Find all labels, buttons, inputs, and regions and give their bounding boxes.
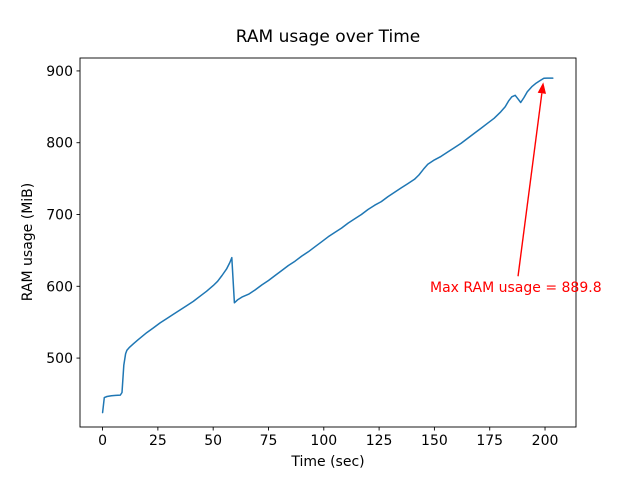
annotation-arrowhead: [537, 82, 547, 94]
y-tick-label: 600: [46, 279, 73, 295]
x-tick-label: 150: [421, 433, 448, 449]
x-tick-label: 75: [260, 433, 278, 449]
x-tick-label: 200: [532, 433, 559, 449]
x-tick-label: 0: [98, 433, 107, 449]
y-tick-label: 900: [46, 64, 73, 80]
chart-title: RAM usage over Time: [235, 27, 421, 47]
y-tick-label: 500: [46, 351, 73, 367]
y-axis-label: RAM usage (MiB): [20, 182, 36, 302]
y-tick-label: 800: [46, 136, 73, 152]
x-tick-label: 175: [476, 433, 503, 449]
ram-usage-line: [101, 77, 554, 414]
x-tick-label: 25: [149, 433, 167, 449]
max-annotation-text: Max RAM usage = 889.8: [429, 280, 602, 297]
x-axis-label: Time (sec): [291, 454, 365, 470]
x-tick-label: 50: [204, 433, 222, 449]
x-tick-label: 125: [366, 433, 393, 449]
plot-border: [79, 57, 577, 428]
y-tick-label: 700: [46, 208, 73, 224]
x-tick-label: 100: [310, 433, 337, 449]
annotation-arrow-line: [517, 93, 543, 277]
